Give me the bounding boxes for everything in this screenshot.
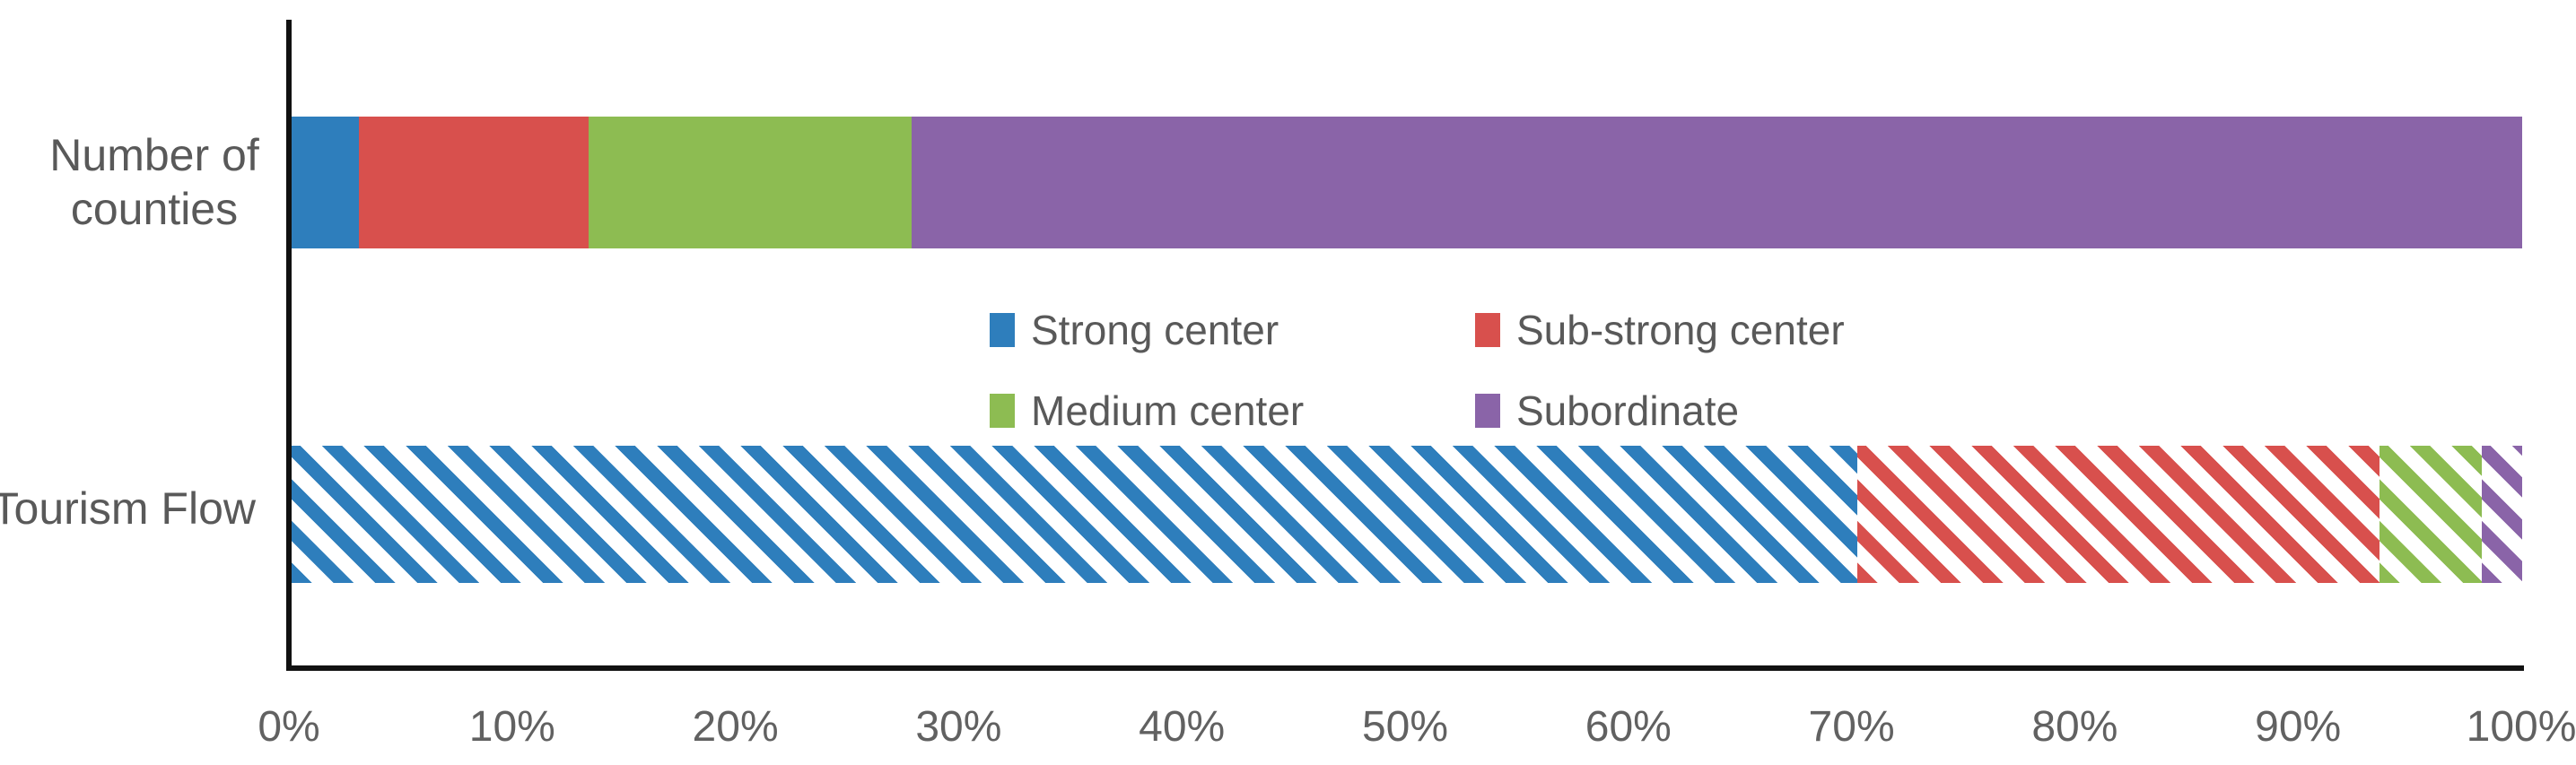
bar-segment-sub-strong-center [358, 117, 589, 248]
x-tick-label-90: 90% [2255, 703, 2342, 751]
bar-segment-strong-center [292, 117, 359, 248]
legend-swatch-subordinate-icon [1475, 394, 1500, 428]
x-tick-label-30: 30% [915, 703, 1002, 751]
category-label-tourism-flow: Tourism Flow [0, 483, 256, 534]
bar-segment-medium-center [2379, 446, 2483, 583]
x-tick-label-80: 80% [2031, 703, 2118, 751]
bar-segment-strong-center [292, 446, 1858, 583]
x-tick-label-20: 20% [692, 703, 779, 751]
bar-segment-sub-strong-center [1857, 446, 2380, 583]
x-tick-label-60: 60% [1585, 703, 1672, 751]
bar-segment-subordinate [2482, 446, 2522, 583]
x-tick-label-10: 10% [468, 703, 555, 751]
legend-label: Medium center [1031, 387, 1305, 434]
legend-item-subordinate: Subordinate [1475, 387, 1739, 435]
x-tick-label-0: 0% [258, 703, 320, 751]
x-tick-label-70: 70% [1808, 703, 1895, 751]
x-tick-label-100: 100% [2466, 703, 2576, 751]
legend-label: Strong center [1031, 307, 1279, 353]
x-axis-line [286, 665, 2524, 671]
bar-tourism-flow [292, 446, 2522, 583]
legend-swatch-medium-center-icon [990, 394, 1015, 428]
y-axis-line [286, 20, 292, 671]
legend-swatch-sub-strong-center-icon [1475, 313, 1500, 347]
legend-item-strong-center: Strong center [990, 306, 1279, 354]
legend-label: Sub-strong center [1516, 307, 1845, 353]
x-tick-label-40: 40% [1139, 703, 1226, 751]
legend-swatch-strong-center-icon [990, 313, 1015, 347]
x-tick-label-50: 50% [1361, 703, 1449, 751]
legend-item-medium-center: Medium center [990, 387, 1304, 435]
legend-label: Subordinate [1516, 387, 1740, 434]
bar-segment-subordinate [912, 117, 2522, 248]
legend-item-sub-strong-center: Sub-strong center [1475, 306, 1845, 354]
bar-segment-medium-center [588, 117, 913, 248]
bar-number-of-counties [292, 117, 2522, 248]
category-label-number-of-counties: Number of counties [49, 130, 259, 234]
